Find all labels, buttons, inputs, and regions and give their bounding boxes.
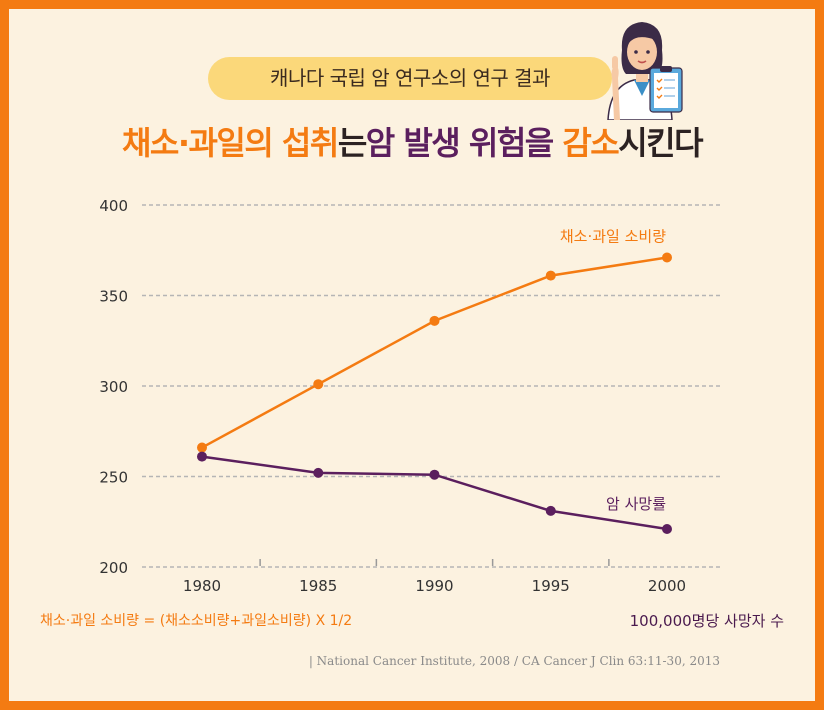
consumption-point [662,252,672,263]
y-tick-label: 400 [99,197,128,215]
x-axis-ticks: 1980 1985 1990 1995 2000 [183,559,686,595]
mortality-point [429,469,440,480]
mortality-point [313,467,324,478]
consumption-point [197,442,207,453]
source-citation: | National Cancer Institute, 2008 / CA C… [308,654,720,668]
mortality-point [662,523,672,534]
x-tick-label: 1980 [183,577,221,595]
headline-part-3: 암 발생 위험을 [365,124,554,162]
headline-part-2: 는 [337,124,367,162]
doctor-with-clipboard-icon [607,22,683,120]
consumption-series-label: 채소·과일 소비량 [560,227,666,245]
headline: 채소·과일의 섭취는암 발생 위험을 감소시킨다 [0,118,824,164]
headline-part-5: 시킨다 [618,124,703,162]
y-tick-label: 250 [99,469,128,487]
mortality-point [545,505,556,516]
y-tick-label: 300 [99,378,128,396]
y-axis-ticks: 200 250 300 350 400 [99,197,128,577]
consumption-point [429,315,440,326]
x-tick-label: 1995 [532,577,570,595]
y-tick-label: 350 [99,288,128,306]
consumption-point [313,379,324,390]
mortality-series-label: 암 사망률 [606,495,666,513]
x-tick-label: 1985 [299,577,337,595]
subtitle-pill: 캐나다 국립 암 연구소의 연구 결과 [208,57,612,100]
mortality-point [197,451,207,462]
consumption-point [545,270,556,281]
series-lines [197,252,672,534]
x-tick-label: 2000 [648,577,686,595]
y-tick-label: 200 [99,559,128,577]
mortality-line [201,455,668,531]
headline-part-1: 채소·과일의 섭취 [121,124,339,162]
mortality-unit-note: 100,000명당 사망자 수 [629,612,784,630]
consumption-formula-note: 채소·과일 소비량 = (채소소비량+과일소비량) X 1/2 [40,613,353,629]
headline-part-4: 감소 [552,124,619,162]
x-tick-label: 1990 [415,577,453,595]
consumption-line [201,256,668,449]
